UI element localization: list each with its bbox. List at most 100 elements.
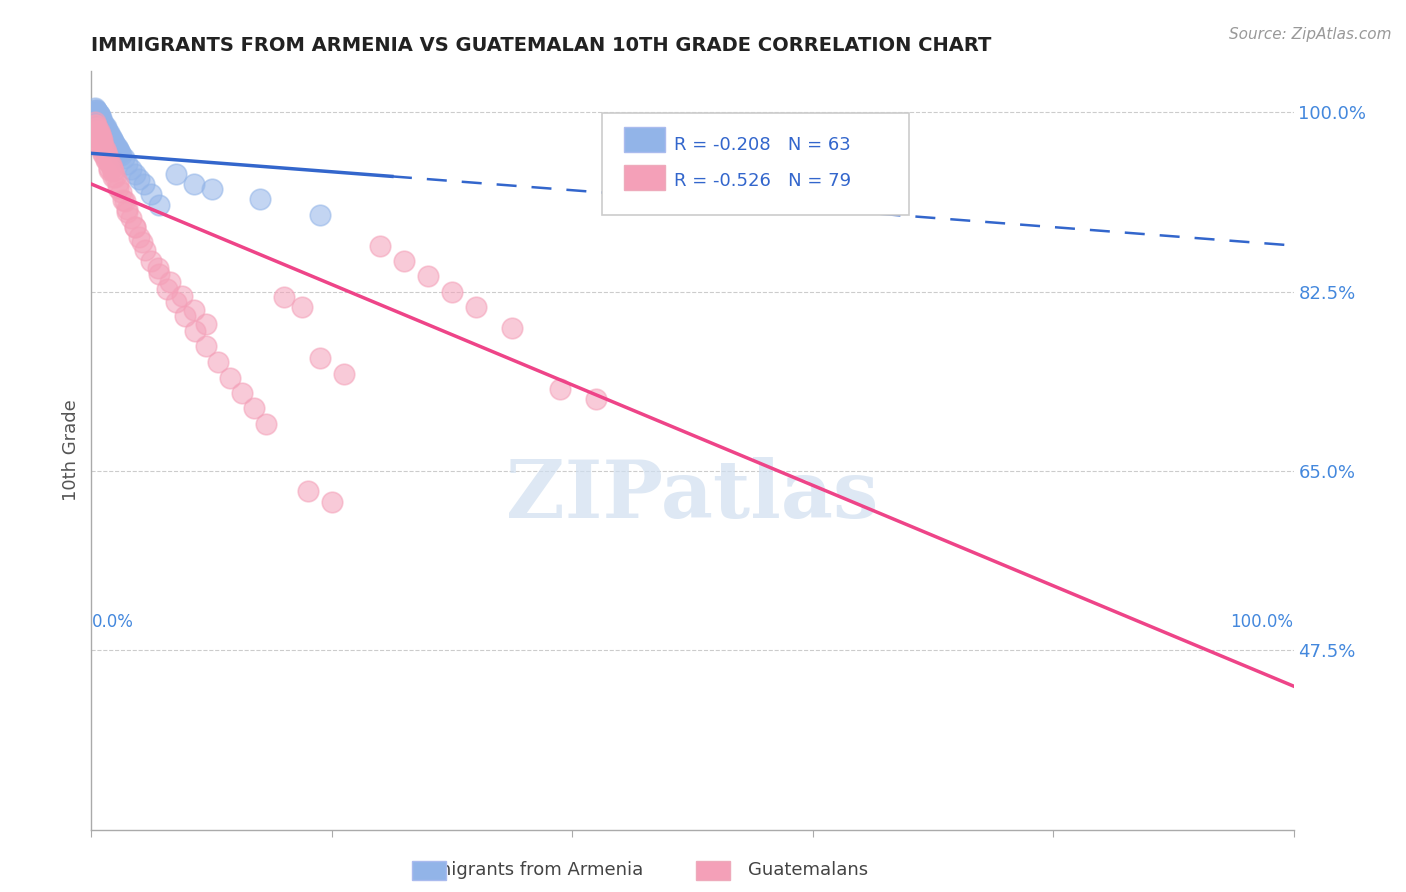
Point: [97, 152, 120, 166]
Text: R = -0.526   N = 79: R = -0.526 N = 79: [675, 172, 852, 190]
Point: [103, 136, 125, 150]
Point: [90, 112, 112, 126]
Point: [84, 118, 107, 132]
Point: [94, 127, 117, 141]
Text: 100.0%: 100.0%: [1230, 614, 1294, 632]
Point: [89, 130, 111, 145]
Point: [93, 115, 115, 129]
Point: [87, 110, 110, 124]
Point: [103, 141, 125, 155]
Point: [465, 300, 488, 314]
Point: [148, 267, 170, 281]
Point: [148, 197, 170, 211]
Point: [392, 254, 415, 268]
Point: [112, 152, 135, 166]
Point: [86, 112, 108, 127]
Point: [207, 355, 229, 369]
Point: [94, 145, 117, 160]
Point: [108, 145, 131, 159]
Point: [90, 130, 112, 145]
FancyBboxPatch shape: [602, 113, 908, 216]
Point: [86, 105, 108, 120]
Point: [84, 105, 107, 120]
Point: [101, 161, 124, 175]
Point: [218, 370, 240, 384]
Point: [89, 117, 111, 131]
Point: [84, 118, 107, 132]
Point: [170, 289, 193, 303]
Point: [333, 367, 356, 381]
Point: [117, 204, 139, 219]
Point: [117, 156, 139, 170]
Point: [87, 114, 110, 128]
Point: [94, 153, 117, 167]
Point: [105, 140, 128, 154]
Point: [84, 101, 107, 115]
Point: [416, 269, 439, 284]
Point: [110, 186, 132, 200]
Point: [93, 147, 115, 161]
Point: [254, 417, 277, 431]
Point: [242, 401, 264, 416]
Point: [128, 230, 150, 244]
Point: [194, 318, 217, 332]
Point: [120, 211, 142, 225]
Point: [94, 120, 117, 134]
Point: [98, 154, 121, 169]
Y-axis label: 10th Grade: 10th Grade: [62, 400, 80, 501]
Point: [87, 124, 110, 138]
Point: [291, 300, 314, 314]
Point: [165, 167, 187, 181]
Point: [146, 261, 169, 276]
Point: [107, 181, 129, 195]
Point: [134, 243, 156, 257]
FancyBboxPatch shape: [624, 165, 665, 190]
Point: [94, 153, 117, 168]
Point: [96, 148, 118, 162]
Point: [110, 148, 132, 162]
Point: [84, 103, 107, 118]
Point: [194, 339, 217, 353]
Point: [107, 176, 129, 190]
Point: [128, 172, 150, 186]
Point: [141, 254, 163, 268]
Point: [87, 107, 110, 121]
Point: [101, 137, 124, 152]
Point: [86, 105, 108, 120]
Point: [124, 167, 146, 181]
Point: [84, 111, 107, 125]
Point: [93, 146, 115, 161]
Point: [91, 120, 114, 135]
Point: [91, 136, 114, 150]
Point: [368, 238, 391, 252]
Point: [440, 285, 463, 299]
Point: [93, 120, 115, 134]
Point: [86, 107, 108, 121]
Point: [114, 194, 136, 209]
Text: 0.0%: 0.0%: [91, 614, 134, 632]
Point: [101, 163, 124, 178]
Point: [183, 303, 205, 318]
Point: [87, 135, 110, 149]
Point: [94, 121, 117, 136]
Point: [84, 103, 107, 118]
Point: [111, 194, 134, 208]
Text: R = -0.208   N = 63: R = -0.208 N = 63: [675, 136, 851, 153]
Point: [90, 140, 112, 154]
Point: [90, 133, 112, 147]
Point: [84, 114, 107, 128]
Point: [89, 110, 111, 124]
Point: [104, 169, 127, 184]
Point: [90, 113, 112, 128]
Point: [131, 235, 153, 250]
Point: [104, 138, 127, 153]
Point: [308, 351, 330, 366]
Point: [249, 193, 271, 207]
Text: IMMIGRANTS FROM ARMENIA VS GUATEMALAN 10TH GRADE CORRELATION CHART: IMMIGRANTS FROM ARMENIA VS GUATEMALAN 10…: [91, 36, 991, 54]
Point: [101, 139, 124, 153]
Point: [91, 133, 114, 147]
Point: [97, 131, 120, 145]
Point: [93, 139, 115, 153]
Point: [90, 141, 112, 155]
Point: [90, 119, 112, 133]
